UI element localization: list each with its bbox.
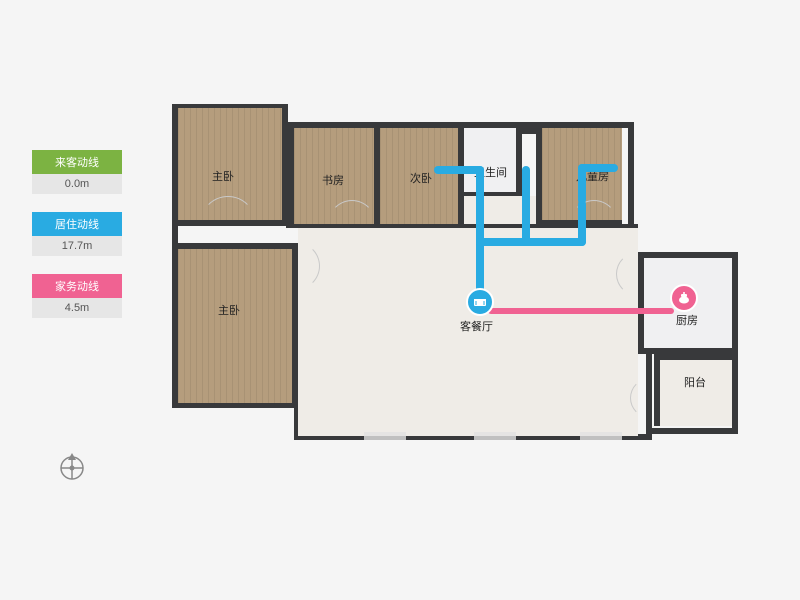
legend-chores-value: 4.5m	[32, 298, 122, 318]
label-living: 客餐厅	[460, 318, 493, 334]
door-bottom-3	[580, 432, 622, 440]
wall-right	[732, 252, 738, 432]
flow-blue-6	[522, 238, 586, 246]
compass-icon	[56, 450, 88, 482]
legend-visitor-value: 0.0m	[32, 174, 122, 194]
floorplan: 主卧 书房 次卧 卫生间 儿童房 主卧 厨房 阳台	[178, 108, 738, 458]
label-master-low: 主卧	[218, 302, 240, 318]
flow-blue-8	[578, 164, 586, 204]
door-bottom-1	[364, 432, 406, 440]
label-balcony: 阳台	[684, 374, 706, 390]
node-living-icon	[466, 288, 494, 316]
flow-blue-2	[434, 166, 484, 174]
legend-living-label: 居住动线	[32, 212, 122, 236]
flow-blue-1	[476, 166, 484, 296]
legend-chores: 家务动线 4.5m	[32, 274, 122, 318]
legend-chores-label: 家务动线	[32, 274, 122, 298]
legend-visitor: 来客动线 0.0m	[32, 150, 122, 194]
node-kitchen-icon	[670, 284, 698, 312]
room-bathroom	[464, 128, 522, 198]
door-arc-balcony	[630, 378, 670, 418]
door-arc-master-low	[272, 242, 320, 290]
door-bottom-2	[474, 432, 516, 440]
flow-pink-1	[488, 308, 674, 314]
legend-panel: 来客动线 0.0m 居住动线 17.7m 家务动线 4.5m	[32, 150, 122, 336]
door-arc-kitchen	[616, 252, 660, 296]
wall-bottom-r	[646, 428, 738, 434]
door-arc-master-top	[200, 196, 256, 252]
legend-visitor-label: 来客动线	[32, 150, 122, 174]
label-kitchen: 厨房	[676, 312, 698, 328]
flow-blue-3	[522, 166, 530, 246]
legend-living: 居住动线 17.7m	[32, 212, 122, 256]
label-master-top: 主卧	[212, 168, 234, 184]
door-arc-study	[328, 200, 376, 248]
label-second-bed: 次卧	[410, 170, 432, 186]
legend-living-value: 17.7m	[32, 236, 122, 256]
label-study: 书房	[322, 172, 344, 188]
